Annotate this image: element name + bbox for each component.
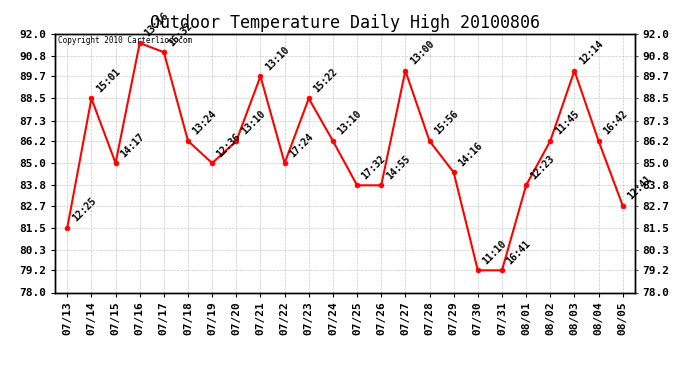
Text: 14:17: 14:17 xyxy=(119,131,146,159)
Text: 13:10: 13:10 xyxy=(264,44,291,72)
Text: 14:55: 14:55 xyxy=(384,153,412,181)
Text: 13:10: 13:10 xyxy=(336,109,364,137)
Text: Copyright 2010 Carterlios.com: Copyright 2010 Carterlios.com xyxy=(58,36,193,45)
Text: 11:45: 11:45 xyxy=(553,109,581,137)
Text: 13:00: 13:00 xyxy=(408,39,436,66)
Text: 16:41: 16:41 xyxy=(505,238,533,266)
Text: 11:10: 11:10 xyxy=(481,238,509,266)
Text: 12:25: 12:25 xyxy=(70,196,98,223)
Text: 12:41: 12:41 xyxy=(626,174,653,201)
Text: 15:56: 15:56 xyxy=(433,109,460,137)
Text: 16:42: 16:42 xyxy=(602,109,629,137)
Text: 12:23: 12:23 xyxy=(529,153,557,181)
Text: 15:01: 15:01 xyxy=(95,66,122,94)
Text: 16:32: 16:32 xyxy=(167,20,195,48)
Text: 13:10: 13:10 xyxy=(239,109,267,137)
Text: 12:14: 12:14 xyxy=(578,39,605,66)
Text: 13:16: 13:16 xyxy=(143,11,170,39)
Text: 17:32: 17:32 xyxy=(360,153,388,181)
Text: 13:24: 13:24 xyxy=(191,109,219,137)
Text: 14:16: 14:16 xyxy=(457,140,484,168)
Title: Outdoor Temperature Daily High 20100806: Outdoor Temperature Daily High 20100806 xyxy=(150,14,540,32)
Text: 17:24: 17:24 xyxy=(288,131,315,159)
Text: 12:36: 12:36 xyxy=(215,131,243,159)
Text: 15:22: 15:22 xyxy=(312,66,339,94)
